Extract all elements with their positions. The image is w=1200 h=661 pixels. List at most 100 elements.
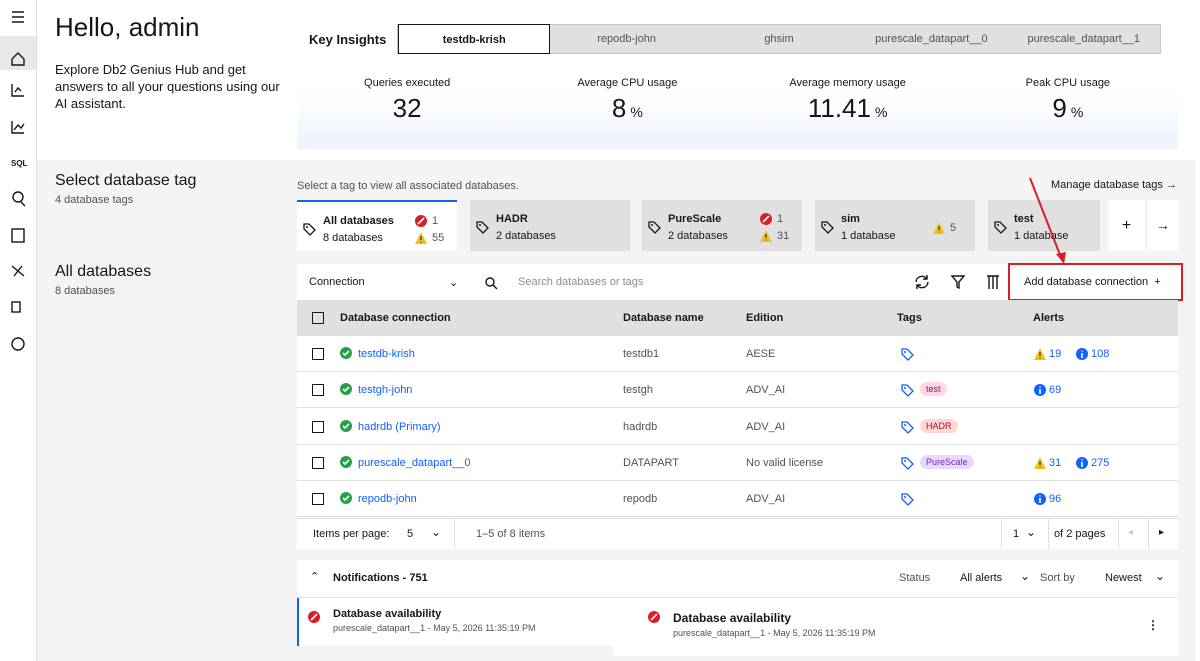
overflow-menu[interactable]: ⋮ bbox=[1147, 618, 1159, 632]
connection-link[interactable]: repodb-john bbox=[358, 493, 417, 506]
search-input[interactable]: Search databases or tags bbox=[518, 276, 644, 288]
tag-name: All databases bbox=[323, 215, 394, 227]
info-icon bbox=[1076, 456, 1088, 469]
table-header bbox=[297, 300, 1178, 336]
notification-title[interactable]: Database availability bbox=[333, 608, 442, 620]
dropdown-value: Connection bbox=[309, 276, 365, 288]
warning-icon bbox=[415, 232, 427, 244]
toolbar-icons bbox=[915, 275, 999, 290]
notifications-title: Notifications - 751 bbox=[333, 572, 428, 584]
error-icon bbox=[415, 215, 427, 227]
tag-card[interactable]: PureScale 2 databases 1 31 bbox=[642, 200, 802, 251]
checkbox[interactable] bbox=[312, 493, 324, 506]
column-header: Database name bbox=[623, 312, 704, 324]
checkbox[interactable] bbox=[312, 348, 324, 360]
tag-icon bbox=[901, 384, 914, 398]
divider bbox=[1048, 519, 1049, 549]
notifications-panel: ⌃ Notifications - 751 Status All alerts Sort… bbox=[297, 560, 1178, 656]
tag-count: 2 databases bbox=[668, 230, 728, 242]
info-icon bbox=[1034, 493, 1046, 506]
tags-hint: Select a tag to view all associated data… bbox=[297, 180, 519, 192]
column-header: Tags bbox=[897, 312, 922, 324]
warning-count: 31 bbox=[777, 230, 790, 242]
tag-icon bbox=[994, 221, 1007, 234]
section-title: All databases bbox=[55, 263, 152, 280]
section-subtitle: 8 databases bbox=[55, 285, 115, 297]
filter-dropdown[interactable]: Connection ⌄ bbox=[309, 276, 459, 289]
divider bbox=[297, 597, 1178, 598]
edition: ADV_AI bbox=[746, 384, 786, 397]
tag-pill: PureScale bbox=[920, 454, 974, 469]
connection-link[interactable]: testgh-john bbox=[358, 384, 413, 397]
next-button[interactable]: ▸ bbox=[1159, 527, 1165, 538]
edition: ADV_AI bbox=[746, 493, 786, 506]
prev-button[interactable]: ◂ bbox=[1128, 527, 1134, 538]
tag-icon bbox=[901, 420, 914, 434]
connection-link[interactable]: purescale_datapart__0 bbox=[358, 456, 471, 469]
notification-detail: purescale_datapart__1 - May 5, 2026 11:3… bbox=[333, 623, 536, 633]
connection-link[interactable]: testdb-krish bbox=[358, 348, 415, 360]
divider bbox=[1148, 519, 1149, 549]
tag-name: test bbox=[1014, 213, 1034, 225]
divider bbox=[454, 519, 455, 549]
page-select[interactable]: 1 bbox=[1013, 528, 1020, 540]
sort-label: Sort by bbox=[1040, 572, 1075, 584]
checkbox[interactable] bbox=[312, 384, 324, 397]
checkbox[interactable] bbox=[312, 420, 324, 433]
add-tag-button[interactable]: + bbox=[1108, 200, 1145, 251]
tag-count: 1 database bbox=[841, 230, 896, 242]
status-label: Status bbox=[899, 572, 931, 584]
metric-label: Average memory usage bbox=[789, 77, 906, 89]
tag-icon bbox=[821, 221, 834, 234]
metric-unit: % bbox=[1070, 104, 1084, 120]
tag-card[interactable]: HADR 2 databases bbox=[470, 200, 630, 251]
section-title: Select database tag bbox=[55, 172, 197, 189]
list-bottom bbox=[297, 646, 613, 656]
connection-link[interactable]: hadrdb (Primary) bbox=[358, 420, 441, 433]
insight-tab[interactable]: purescale_datapart__0 bbox=[875, 33, 988, 45]
info-count: 69 bbox=[1049, 384, 1062, 397]
next-tags-button[interactable]: → bbox=[1148, 200, 1178, 251]
tag-name: HADR bbox=[496, 213, 528, 225]
status-icon bbox=[340, 383, 352, 396]
warning-icon bbox=[1034, 348, 1046, 360]
checkbox[interactable] bbox=[312, 456, 324, 469]
link-text: Manage database tags bbox=[1051, 179, 1163, 191]
manage-tags-link[interactable]: Manage database tags → bbox=[1051, 179, 1177, 191]
tag-card[interactable]: All databases 8 databases 1 55 bbox=[297, 200, 457, 251]
insight-tab[interactable]: repodb-john bbox=[597, 33, 656, 45]
checkbox[interactable] bbox=[312, 312, 324, 324]
database-name: repodb bbox=[623, 493, 658, 506]
notification-detail: purescale_datapart__1 - May 5, 2026 11:3… bbox=[673, 628, 876, 638]
insight-tab[interactable]: ghsim bbox=[764, 33, 794, 45]
metric-number: 32 bbox=[392, 93, 422, 123]
tag-icon bbox=[476, 221, 489, 234]
table-row: testdb-krish testdb1 AESE 19 108 bbox=[297, 336, 1178, 372]
status-icon bbox=[340, 492, 352, 505]
metric-value: 11.41% bbox=[738, 93, 958, 124]
insight-tab[interactable]: testdb-krish bbox=[398, 24, 551, 54]
tag-name: PureScale bbox=[668, 213, 722, 225]
svg-text:SQL: SQL bbox=[11, 159, 28, 168]
items-per-page[interactable]: 5 bbox=[407, 528, 414, 540]
sort-dropdown[interactable]: Newest bbox=[1105, 572, 1142, 584]
add-connection-button[interactable] bbox=[1008, 263, 1183, 301]
insight-tab[interactable]: purescale_datapart__1 bbox=[1027, 33, 1141, 45]
tag-card[interactable]: sim 1 database 5 bbox=[815, 200, 975, 251]
search-icon bbox=[485, 277, 498, 290]
edition: No valid license bbox=[746, 456, 824, 469]
metrics: Queries executed 32 Average CPU usage 8% Ave… bbox=[297, 75, 1178, 135]
info-count: 96 bbox=[1049, 493, 1062, 506]
notification-title[interactable]: Database availability bbox=[673, 611, 792, 625]
description: Explore Db2 Genius Hub and get answers t… bbox=[55, 62, 280, 111]
tag-card[interactable]: test 1 database bbox=[988, 200, 1100, 251]
caret: ⌄ bbox=[431, 525, 442, 539]
collapse-icon: ⌃ bbox=[310, 571, 320, 583]
warning-icon bbox=[933, 222, 945, 234]
warning-count: 55 bbox=[432, 232, 445, 244]
table-row: purescale_datapart__0 DATAPART No valid li… bbox=[297, 445, 1178, 481]
status-dropdown[interactable]: All alerts bbox=[960, 572, 1003, 584]
status-icon bbox=[340, 419, 352, 432]
range-label: 1–5 of 8 items bbox=[476, 528, 546, 540]
